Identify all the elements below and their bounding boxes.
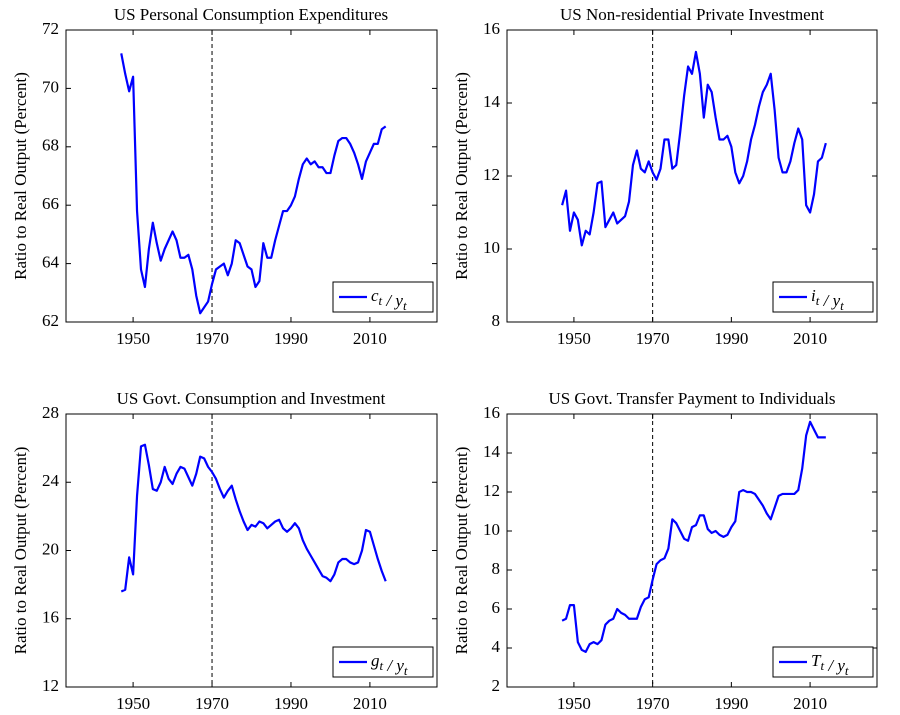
y-tick-label: 20 [42, 539, 59, 558]
y-tick-label: 12 [42, 676, 59, 695]
y-tick-label: 62 [42, 311, 59, 330]
data-line [120, 443, 387, 593]
y-tick-label: 4 [492, 637, 501, 656]
x-tick-label: 1990 [274, 694, 308, 713]
y-tick-label: 12 [483, 481, 500, 500]
x-tick-label: 1950 [116, 329, 150, 348]
y-tick-label: 16 [483, 403, 500, 422]
y-tick-label: 8 [492, 311, 501, 330]
x-tick-label: 1990 [714, 694, 748, 713]
y-tick-label: 16 [42, 608, 59, 627]
x-tick-label: 1950 [116, 694, 150, 713]
y-axis-label: Ratio to Real Output (Percent) [11, 72, 30, 280]
data-line [561, 50, 827, 247]
x-tick-label: 1970 [636, 329, 670, 348]
legend-label: it / yt [811, 286, 844, 313]
y-tick-label: 12 [483, 165, 500, 184]
plot-frame [65, 413, 438, 688]
chart-title: US Govt. Transfer Payment to Individuals [548, 389, 835, 408]
x-tick-label: 2010 [353, 329, 387, 348]
y-tick-label: 16 [483, 19, 500, 38]
x-tick-label: 2010 [793, 329, 827, 348]
y-axis-label: Ratio to Real Output (Percent) [452, 447, 471, 655]
y-tick-label: 14 [483, 92, 501, 111]
plot-frame [65, 29, 438, 323]
y-tick-label: 14 [483, 442, 501, 461]
y-tick-label: 70 [42, 77, 59, 96]
y-tick-label: 28 [42, 403, 59, 422]
x-tick-label: 2010 [353, 694, 387, 713]
y-tick-label: 72 [42, 19, 59, 38]
plot-frame [506, 413, 878, 688]
y-tick-label: 10 [483, 520, 500, 539]
data-line [561, 420, 826, 653]
chart-title: US Non-residential Private Investment [560, 5, 824, 24]
x-tick-label: 1970 [195, 329, 229, 348]
legend-label: Tt / yt [811, 651, 849, 678]
x-tick-label: 1970 [636, 694, 670, 713]
chart-title: US Personal Consumption Expenditures [114, 5, 388, 24]
y-tick-label: 68 [42, 136, 59, 155]
x-tick-label: 1990 [714, 329, 748, 348]
x-tick-label: 1950 [557, 329, 591, 348]
plot-frame [506, 29, 878, 323]
y-tick-label: 24 [42, 471, 60, 490]
y-tick-label: 64 [42, 253, 60, 272]
chart-title: US Govt. Consumption and Investment [117, 389, 386, 408]
x-tick-label: 1970 [195, 694, 229, 713]
x-tick-label: 1990 [274, 329, 308, 348]
y-axis-label: Ratio to Real Output (Percent) [452, 72, 471, 280]
y-tick-label: 66 [42, 194, 59, 213]
x-tick-label: 1950 [557, 694, 591, 713]
data-line [120, 53, 387, 315]
legend-label: ct / yt [371, 286, 407, 313]
y-tick-label: 6 [492, 598, 501, 617]
x-tick-label: 2010 [793, 694, 827, 713]
y-axis-label: Ratio to Real Output (Percent) [11, 447, 30, 655]
y-tick-label: 2 [492, 676, 501, 695]
legend-label: gt / yt [371, 651, 408, 678]
y-tick-label: 8 [492, 559, 501, 578]
y-tick-label: 10 [483, 238, 500, 257]
